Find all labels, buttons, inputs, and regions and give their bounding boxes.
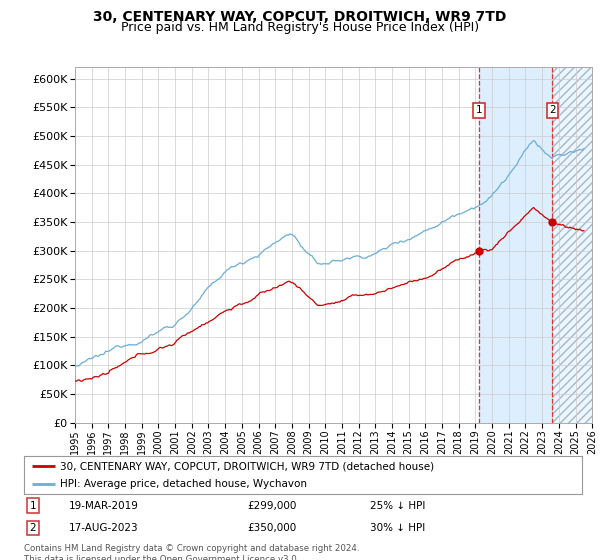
Text: 30, CENTENARY WAY, COPCUT, DROITWICH, WR9 7TD: 30, CENTENARY WAY, COPCUT, DROITWICH, WR… [94, 10, 506, 24]
Text: 1: 1 [29, 501, 36, 511]
Text: 2: 2 [29, 523, 36, 533]
Text: £299,000: £299,000 [247, 501, 296, 511]
Bar [553, 67, 592, 423]
Bar [553, 67, 592, 423]
Text: 30, CENTENARY WAY, COPCUT, DROITWICH, WR9 7TD (detached house): 30, CENTENARY WAY, COPCUT, DROITWICH, WR… [60, 461, 434, 471]
Text: 2: 2 [549, 105, 556, 115]
Bar [479, 67, 553, 423]
Text: Price paid vs. HM Land Registry's House Price Index (HPI): Price paid vs. HM Land Registry's House … [121, 21, 479, 34]
Text: £350,000: £350,000 [247, 523, 296, 533]
Text: HPI: Average price, detached house, Wychavon: HPI: Average price, detached house, Wych… [60, 479, 307, 489]
Text: 19-MAR-2019: 19-MAR-2019 [68, 501, 139, 511]
Text: 30% ↓ HPI: 30% ↓ HPI [370, 523, 425, 533]
Text: Contains HM Land Registry data © Crown copyright and database right 2024.
This d: Contains HM Land Registry data © Crown c… [24, 544, 359, 560]
Text: 1: 1 [476, 105, 482, 115]
Text: 25% ↓ HPI: 25% ↓ HPI [370, 501, 425, 511]
Text: 17-AUG-2023: 17-AUG-2023 [68, 523, 138, 533]
